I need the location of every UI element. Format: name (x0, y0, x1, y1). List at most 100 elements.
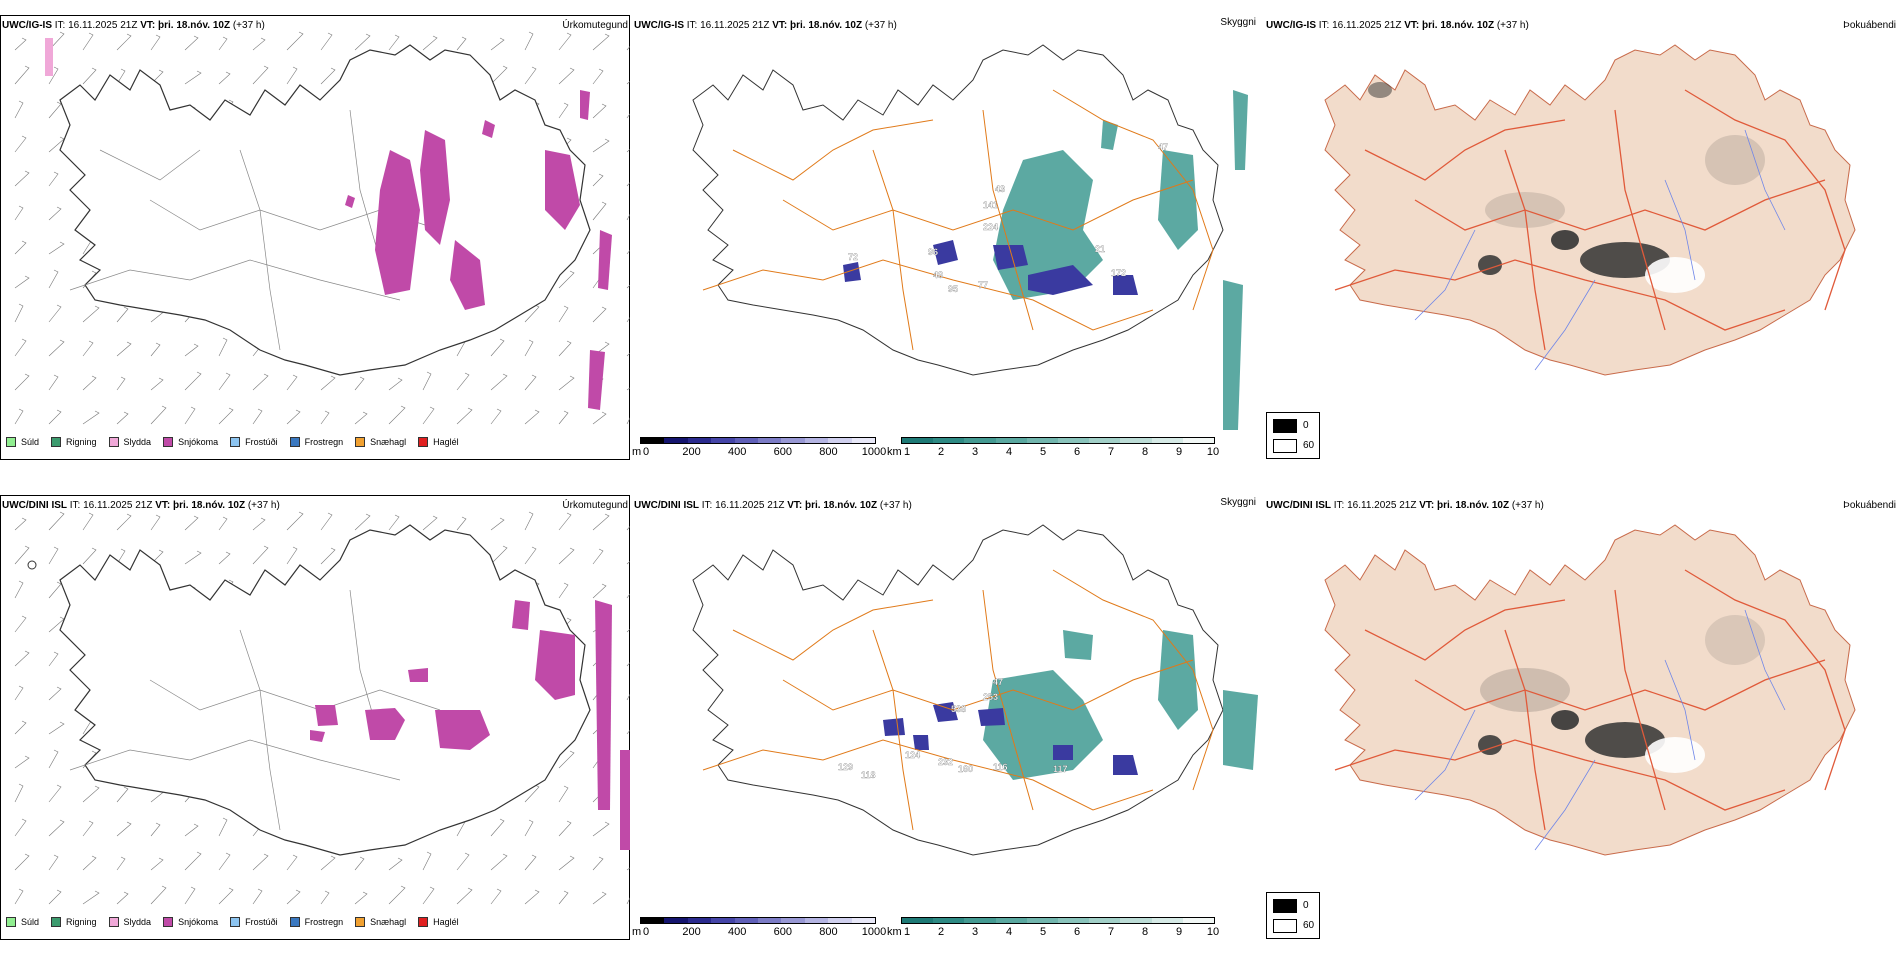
panel-header: UWC/DINI ISL IT: 16.11.2025 21Z VT: þri.… (2, 500, 280, 511)
wind-barb (626, 662, 630, 667)
wind-barb (116, 821, 132, 837)
valid-label: VT: (772, 20, 790, 31)
elevation-colorbar: m 0 200 400 600 800 1000 (632, 437, 886, 459)
wind-barb (626, 45, 630, 51)
legend-item: Slydda (108, 917, 151, 927)
colorbar-tick-label: 6 (1073, 926, 1081, 938)
wind-barb (558, 890, 569, 905)
panel-header: UWC/IG-IS IT: 16.11.2025 21Z VT: þri. 18… (634, 20, 897, 31)
wind-barb (490, 65, 508, 85)
wind-barb (592, 411, 607, 425)
valid-label: VT: (1419, 500, 1437, 511)
iceland-outline (59, 524, 591, 856)
colorbar-segment (1120, 438, 1152, 443)
precip-type-legend: Súld Rigning Slydda Snjókoma Frostúði Frostre… (6, 917, 471, 927)
legend-swatch (355, 917, 366, 927)
legend-swatch (51, 437, 62, 447)
colorbar-segment (758, 438, 782, 443)
wind-barb (82, 785, 100, 803)
wind-barb (524, 854, 537, 871)
visibility-value-label: 538 (951, 704, 966, 714)
colorbar-segment (1058, 438, 1090, 443)
legend-swatch (418, 437, 429, 447)
wind-barb (252, 408, 263, 425)
legend-label: Rigning (66, 917, 97, 927)
colorbar-tick-label: 400 (728, 926, 747, 938)
wind-barb (14, 853, 30, 871)
wind-barb (626, 148, 630, 153)
wind-barb (252, 373, 269, 391)
wind-barb (524, 409, 540, 425)
model-name: UWC/DINI ISL (1266, 500, 1331, 511)
model-name: UWC/IG-IS (1266, 20, 1316, 31)
wind-barb (116, 68, 126, 85)
valid-label: VT: (1404, 20, 1422, 31)
panel-header: UWC/IG-IS IT: 16.11.2025 21Z VT: þri. 18… (1266, 20, 1529, 31)
visibility-bar (901, 917, 1215, 924)
valid-time: þri. 18.nóv. 10Z (158, 20, 231, 31)
wind-barb (320, 32, 333, 51)
wind-barb (626, 561, 630, 565)
rivers-layer (1414, 129, 1786, 371)
wind-barb (218, 516, 228, 531)
visibility-unit: km (887, 926, 902, 938)
legend-item: Súld (6, 917, 39, 927)
wind-barb (48, 686, 62, 701)
elevation-unit: m (632, 926, 642, 938)
colorbar-segment (851, 438, 876, 443)
wind-barb (218, 817, 228, 837)
wind-barb (14, 580, 24, 599)
colorbar-segment (641, 918, 665, 923)
wind-barb (626, 284, 630, 289)
visibility-value-label: 77 (978, 280, 988, 290)
wind-barb (558, 67, 575, 85)
init-time: IT: 16.11.2025 21Z (52, 20, 141, 31)
wind-barb (82, 855, 97, 871)
wind-barb (592, 138, 610, 153)
wind-barb (388, 377, 403, 391)
wind-barb (456, 516, 467, 531)
visibility-ticks: 1 2 3 4 5 6 7 8 9 10 (904, 926, 1219, 940)
wind-barb (456, 407, 473, 425)
colorbar-tick-label: 800 (819, 926, 838, 938)
wind-barb (82, 820, 94, 837)
wind-barb (592, 891, 607, 905)
wind-barb (48, 374, 59, 391)
colorbar-segment (711, 438, 735, 443)
panel-header: UWC/DINI ISL IT: 16.11.2025 21Z VT: þri.… (1266, 500, 1544, 511)
wind-barb (14, 373, 30, 391)
visibility-labels: 72 96 48 95 77 224 141 43 21 172 47 (848, 142, 1168, 294)
legend-item: Snjókoma (163, 437, 218, 447)
colorbar-tick-label: 1 (903, 446, 911, 458)
legend-swatch (418, 917, 429, 927)
wind-barb (626, 387, 630, 391)
wind-barb (150, 377, 164, 391)
colorbar-segment (781, 438, 805, 443)
wind-barb (150, 514, 161, 531)
wind-barb (490, 545, 508, 565)
wind-barb (456, 852, 470, 871)
wind-barb (218, 407, 234, 425)
wind-barb (252, 517, 266, 531)
wind-barb (524, 511, 534, 531)
wind-barb (116, 548, 126, 565)
colorbar-segment (734, 918, 759, 923)
visibility-map: 72 96 48 95 77 224 141 43 21 172 47 (692, 44, 1248, 430)
wind-barb (286, 374, 298, 391)
roads-layer (1334, 89, 1846, 351)
legend-label: Haglél (433, 437, 459, 447)
wind-barb (218, 71, 231, 85)
wind-barb (82, 67, 97, 85)
low-visibility-areas (983, 630, 1258, 780)
wind-barb (252, 853, 269, 871)
colorbar-segment (995, 438, 1027, 443)
colorbar-segment (851, 918, 876, 923)
sleet-area (45, 38, 53, 76)
visibility-value-label: 117 (1053, 764, 1068, 774)
iceland-outline (692, 44, 1224, 376)
colorbar-tick-label: 8 (1141, 446, 1149, 458)
wind-barb (14, 685, 24, 701)
legend-item: Frostúði (230, 917, 278, 927)
wind-barb (422, 371, 432, 391)
wind-barb (558, 547, 575, 565)
